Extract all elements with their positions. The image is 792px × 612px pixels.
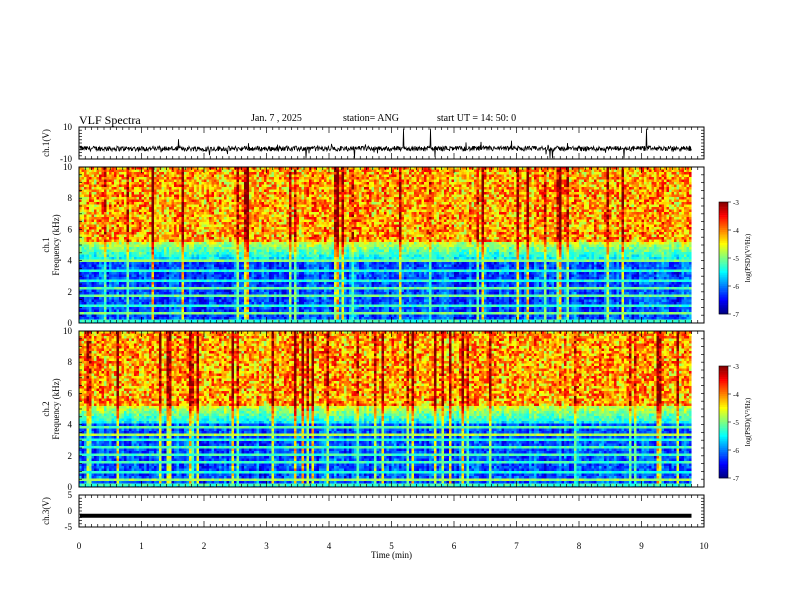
ch3-ytick-label: 5 [68,490,73,500]
ch1-spec-colorbar-tick-label: -7 [733,311,739,319]
ch2-spec-ytick-label: 4 [68,420,73,430]
ch1-spec-ytick-label: 10 [63,162,73,172]
ch1-spec-heatmap [79,167,692,324]
ch2-spec-heatmap [79,331,692,488]
ch1-ytick-label: 10 [63,122,73,132]
xtick-label: 10 [700,541,710,551]
xtick-label: 0 [77,541,82,551]
ch2-spec-colorbar [719,366,728,479]
ch1-spec-ylabel-channel: ch.1 [41,237,51,252]
figure-title: VLF Spectra [79,113,141,128]
ch2-spec-colorbar-tick-label: -6 [733,447,739,455]
ch2-spec-colorbar-tick-label: -4 [733,391,739,399]
ch1-spec-colorbar-tick-label: -4 [733,227,739,235]
ch3-ytick-label: -5 [65,522,73,532]
start-time-label: start UT = 14: 50: 0 [437,113,516,124]
ch2-spec-ytick-label: 10 [63,326,73,336]
ch2-spec-colorbar-tick-label: -3 [733,363,739,371]
ch1-spec-colorbar-tick-label: -6 [733,283,739,291]
ch2-spec-ytick-label: 2 [68,451,73,461]
ch1-waveform-line [79,128,692,159]
xtick-label: 1 [139,541,144,551]
ch1-spec-colorbar-tick-label: -5 [733,255,739,263]
ch2-spec-ylabel: Frequency (kHz) [51,378,61,439]
xtick-label: 9 [639,541,644,551]
xtick-label: 4 [327,541,332,551]
xtick-label: 3 [264,541,269,551]
ch1-spec-ytick-label: 0 [68,318,73,328]
ch1-spec-ytick-label: 2 [68,287,73,297]
ch1-spec-colorbar-label: log(PSD)(V²/Hz) [744,233,752,282]
ch2-spec-ytick-label: 8 [68,357,73,367]
ch1-spec-ytick-label: 6 [68,224,73,234]
ch2-spec-colorbar-tick-label: -7 [733,475,739,483]
ch1-spec-colorbar [719,202,728,315]
ch2-spec-ytick-label: 0 [68,482,73,492]
xtick-label: 5 [389,541,394,551]
xtick-label: 6 [452,541,457,551]
ch2-spec-ylabel-channel: ch.2 [41,401,51,416]
ch1-ytick-label: -10 [60,154,72,164]
ch2-spec-ytick-label: 6 [68,388,73,398]
xtick-label: 2 [202,541,207,551]
station-label: station= ANG [343,113,399,124]
ch1-spec-ytick-label: 4 [68,256,73,266]
xtick-label: 7 [514,541,519,551]
ch3-ytick-label: 0 [68,506,73,516]
ch1-spec-ylabel: Frequency (kHz) [51,214,61,275]
ch1-spec-ytick-label: 8 [68,193,73,203]
xtick-label: 8 [577,541,582,551]
ch2-spec-colorbar-label: log(PSD)(V²/Hz) [744,397,752,446]
ch1-wave-ylabel: ch.1(V) [41,129,51,157]
ch2-spec-colorbar-tick-label: -5 [733,419,739,427]
x-axis-label: Time (min) [371,550,412,560]
date-label: Jan. 7 , 2025 [251,113,302,124]
ch1-spec-colorbar-tick-label: -3 [733,199,739,207]
ch3-wave-ylabel: ch.3(V) [41,497,51,525]
